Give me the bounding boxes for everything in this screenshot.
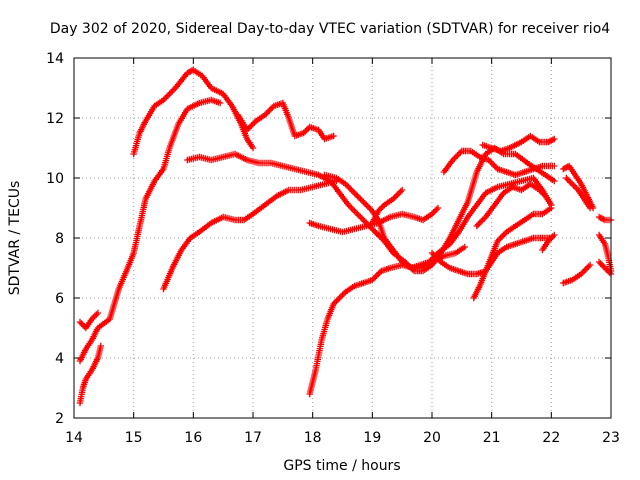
series-track-g <box>184 150 382 239</box>
series-track-a <box>76 96 224 365</box>
plus-markers <box>479 132 558 155</box>
y-tick-label: 14 <box>46 51 64 67</box>
series-track-u <box>563 174 594 212</box>
x-tick-label: 21 <box>483 430 501 446</box>
plus-markers <box>560 261 594 287</box>
y-tick-label: 2 <box>55 411 64 427</box>
x-tick-label: 20 <box>423 430 441 446</box>
plus-markers <box>470 204 555 302</box>
series-track-e <box>76 342 104 407</box>
y-tick-label: 12 <box>46 111 64 127</box>
series-track-h <box>306 243 468 398</box>
plus-markers <box>560 162 597 212</box>
plus-markers <box>306 204 442 236</box>
series-track-w <box>595 231 615 275</box>
plus-markers <box>539 231 558 254</box>
plus-markers <box>234 99 337 143</box>
data-series <box>76 66 615 407</box>
plus-markers <box>76 309 102 332</box>
plus-markers <box>595 231 615 275</box>
plus-markers <box>130 66 257 158</box>
series-track-i <box>306 204 442 236</box>
series-track-p <box>479 132 558 155</box>
series-track-s <box>560 261 594 287</box>
y-axis-label: SDTVAR / TECUs <box>7 181 23 296</box>
x-tick-label: 23 <box>602 430 620 446</box>
y-tick-label: 10 <box>46 171 64 187</box>
y-tick-label: 8 <box>55 231 64 247</box>
plus-markers <box>160 177 340 293</box>
x-tick-label: 18 <box>304 430 322 446</box>
plus-markers <box>473 180 555 230</box>
plus-markers <box>76 342 104 407</box>
x-axis-label: GPS time / hours <box>283 458 400 474</box>
chart-title: Day 302 of 2020, Sidereal Day-to-day VTE… <box>50 21 610 37</box>
series-track-f <box>160 177 340 293</box>
plot-frame <box>73 57 612 419</box>
plus-markers <box>184 150 382 239</box>
series-track-n <box>470 204 555 302</box>
x-tick-label: 22 <box>542 430 560 446</box>
x-tick-label: 14 <box>65 430 83 446</box>
y-tick-label: 6 <box>55 291 64 307</box>
series-track-c <box>234 99 337 143</box>
series-track-t <box>560 162 597 212</box>
series-track-k <box>369 186 406 227</box>
plus-markers <box>76 96 224 365</box>
x-tick-label: 17 <box>244 430 262 446</box>
series-track-d <box>76 309 102 332</box>
series-track-b <box>130 66 257 158</box>
x-tick-label: 15 <box>125 430 143 446</box>
series-track-q <box>440 147 558 179</box>
x-tick-label: 19 <box>363 430 381 446</box>
plus-markers <box>369 186 406 227</box>
x-tick-label: 16 <box>184 430 202 446</box>
y-tick-label: 4 <box>55 351 64 367</box>
series-track-o <box>473 180 555 230</box>
plus-markers <box>306 243 468 398</box>
plus-markers <box>563 174 594 212</box>
plus-markers <box>440 147 558 179</box>
series-track-r <box>539 231 558 254</box>
